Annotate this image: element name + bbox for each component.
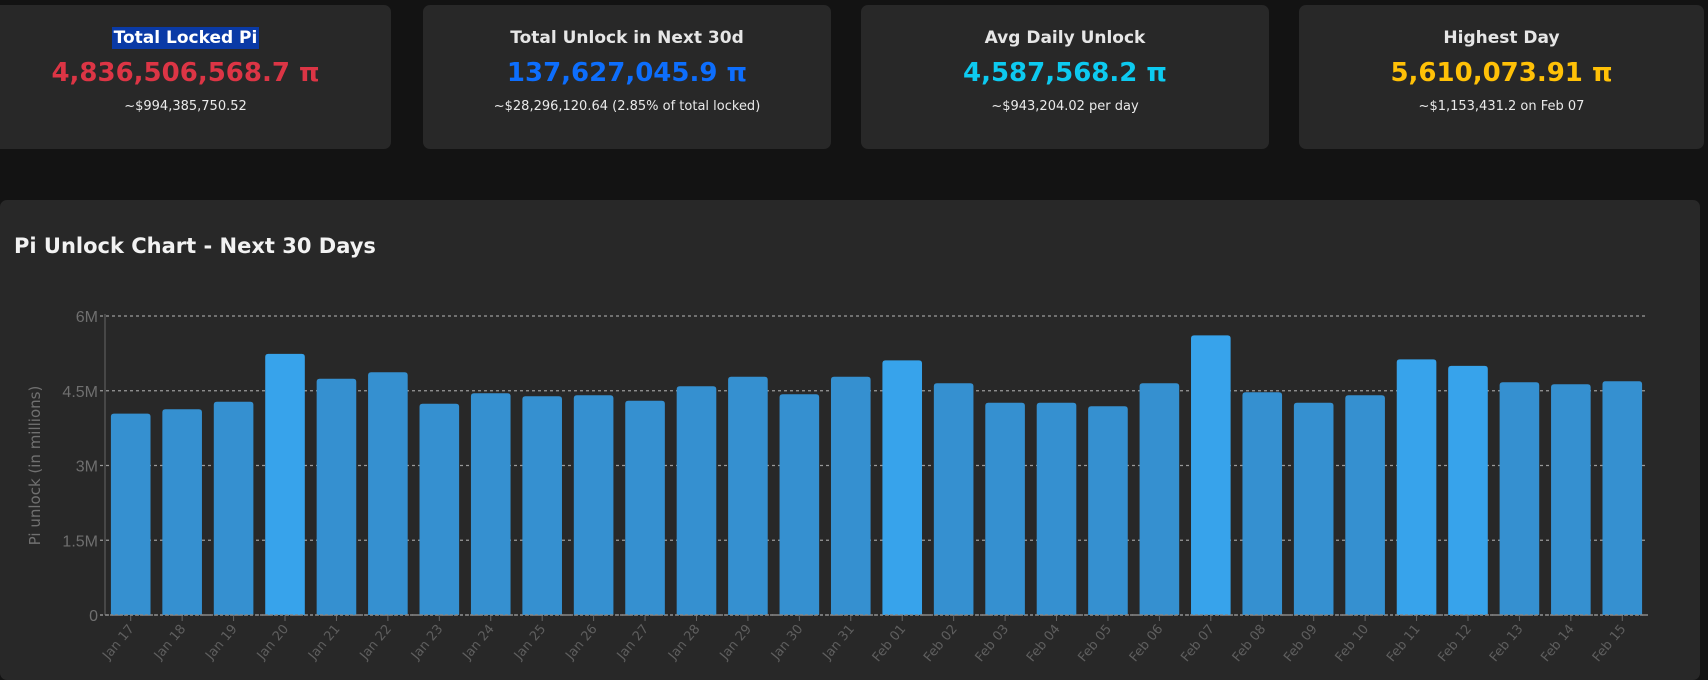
- bar: [676, 386, 717, 615]
- card-label: Highest Day: [1443, 28, 1560, 48]
- card-total-unlock-30d: Total Unlock in Next 30d 137,627,045.9 π…: [423, 5, 831, 149]
- bar: [573, 395, 614, 615]
- x-tick-label: Jan 30: [768, 622, 806, 664]
- card-sub: ~$994,385,750.52: [124, 99, 247, 114]
- x-tick-label: Jan 17: [99, 622, 137, 664]
- card-label: Total Unlock in Next 30d: [510, 28, 744, 48]
- x-tick-label: Feb 05: [1075, 622, 1115, 665]
- x-tick-label: Feb 14: [1538, 622, 1578, 665]
- bar: [316, 378, 357, 615]
- y-tick-label: 3M: [76, 459, 98, 476]
- bar-chart: 0 1.5M 3M 4.5M 6M Pi unlock (in millions) Jan …: [26, 309, 1648, 665]
- x-tick-label: Jan 25: [511, 622, 549, 664]
- card-avg-daily-unlock: Avg Daily Unlock 4,587,568.2 π ~$943,204…: [861, 5, 1269, 149]
- bar: [1602, 381, 1643, 615]
- y-axis-title: Pi unlock (in millions): [26, 386, 44, 546]
- bar: [1036, 402, 1077, 615]
- card-label: Avg Daily Unlock: [984, 28, 1146, 48]
- x-tick-label: Jan 24: [460, 622, 498, 664]
- bar: [882, 360, 923, 615]
- x-tick-label: Jan 29: [717, 622, 755, 664]
- bar: [368, 372, 408, 615]
- x-tick-label: Jan 21: [305, 622, 343, 664]
- bar: [1191, 335, 1231, 615]
- bar: [419, 403, 460, 615]
- bar: [213, 401, 254, 615]
- bar: [265, 353, 305, 615]
- y-tick-label: 1.5M: [62, 533, 98, 550]
- x-tick-label: Jan 31: [820, 622, 858, 664]
- x-tick-label: Jan 20: [254, 622, 292, 664]
- x-tick-label: Feb 10: [1333, 622, 1373, 665]
- bar: [1551, 384, 1591, 615]
- x-tick-label: Feb 02: [921, 622, 961, 665]
- bar: [1139, 383, 1180, 615]
- y-tick-label: 6M: [76, 309, 98, 326]
- bar: [110, 413, 151, 615]
- bar: [830, 376, 871, 615]
- x-tick-label: Feb 11: [1384, 622, 1424, 665]
- x-tick-label: Jan 26: [562, 622, 600, 664]
- bar: [1448, 365, 1488, 615]
- card-sub: ~$1,153,431.2 on Feb 07: [1418, 99, 1585, 114]
- x-tick-label: Jan 28: [665, 622, 703, 664]
- bar: [625, 400, 665, 615]
- card-value: 5,610,073.91 π: [1390, 58, 1613, 88]
- bar: [933, 383, 974, 615]
- bar: [1293, 402, 1334, 615]
- bar: [779, 394, 820, 615]
- card-value: 4,587,568.2 π: [963, 58, 1167, 88]
- bar: [728, 376, 768, 615]
- x-tick-label: Feb 13: [1487, 622, 1527, 665]
- x-tick-label: Jan 18: [151, 622, 189, 664]
- card-value: 137,627,045.9 π: [506, 58, 748, 88]
- bar: [1088, 406, 1128, 615]
- bar: [1242, 392, 1283, 615]
- x-tick-label: Jan 19: [202, 622, 240, 664]
- bar: [985, 402, 1025, 615]
- x-tick-label: Jan 23: [408, 622, 446, 664]
- x-tick-label: Feb 08: [1230, 622, 1270, 665]
- chart-title: Pi Unlock Chart - Next 30 Days: [14, 234, 376, 258]
- card-total-locked: Total Locked Pi 4,836,506,568.7 π ~$994,…: [0, 5, 391, 149]
- chart-panel: Pi Unlock Chart - Next 30 Days 0 1.5M 3M 4.…: [0, 200, 1700, 680]
- x-tick-label: Feb 03: [973, 622, 1013, 665]
- x-tick-label: Feb 06: [1127, 622, 1167, 665]
- bar: [470, 393, 511, 615]
- card-sub: ~$943,204.02 per day: [991, 99, 1139, 114]
- x-tick-label: Feb 04: [1024, 622, 1064, 665]
- x-tick-label: Feb 09: [1281, 622, 1321, 665]
- x-tick-label: Jan 22: [357, 622, 395, 664]
- x-tick-label: Feb 12: [1435, 622, 1475, 665]
- bar: [162, 409, 202, 615]
- card-value: 4,836,506,568.7 π: [51, 58, 320, 88]
- x-tick-label: Jan 27: [614, 622, 652, 664]
- y-tick-label: 0: [89, 608, 98, 625]
- card-sub: ~$28,296,120.64 (2.85% of total locked): [493, 99, 761, 114]
- x-tick-label: Feb 01: [870, 622, 910, 665]
- y-tick-label: 4.5M: [62, 384, 98, 401]
- x-tick-label: Feb 15: [1590, 622, 1630, 665]
- x-tick-label: Feb 07: [1178, 622, 1218, 665]
- bar: [522, 396, 562, 615]
- bar: [1499, 382, 1540, 615]
- card-label: Total Locked Pi: [111, 27, 260, 49]
- card-highest-day: Highest Day 5,610,073.91 π ~$1,153,431.2…: [1299, 5, 1704, 149]
- bar: [1396, 359, 1437, 615]
- bar: [1345, 395, 1385, 615]
